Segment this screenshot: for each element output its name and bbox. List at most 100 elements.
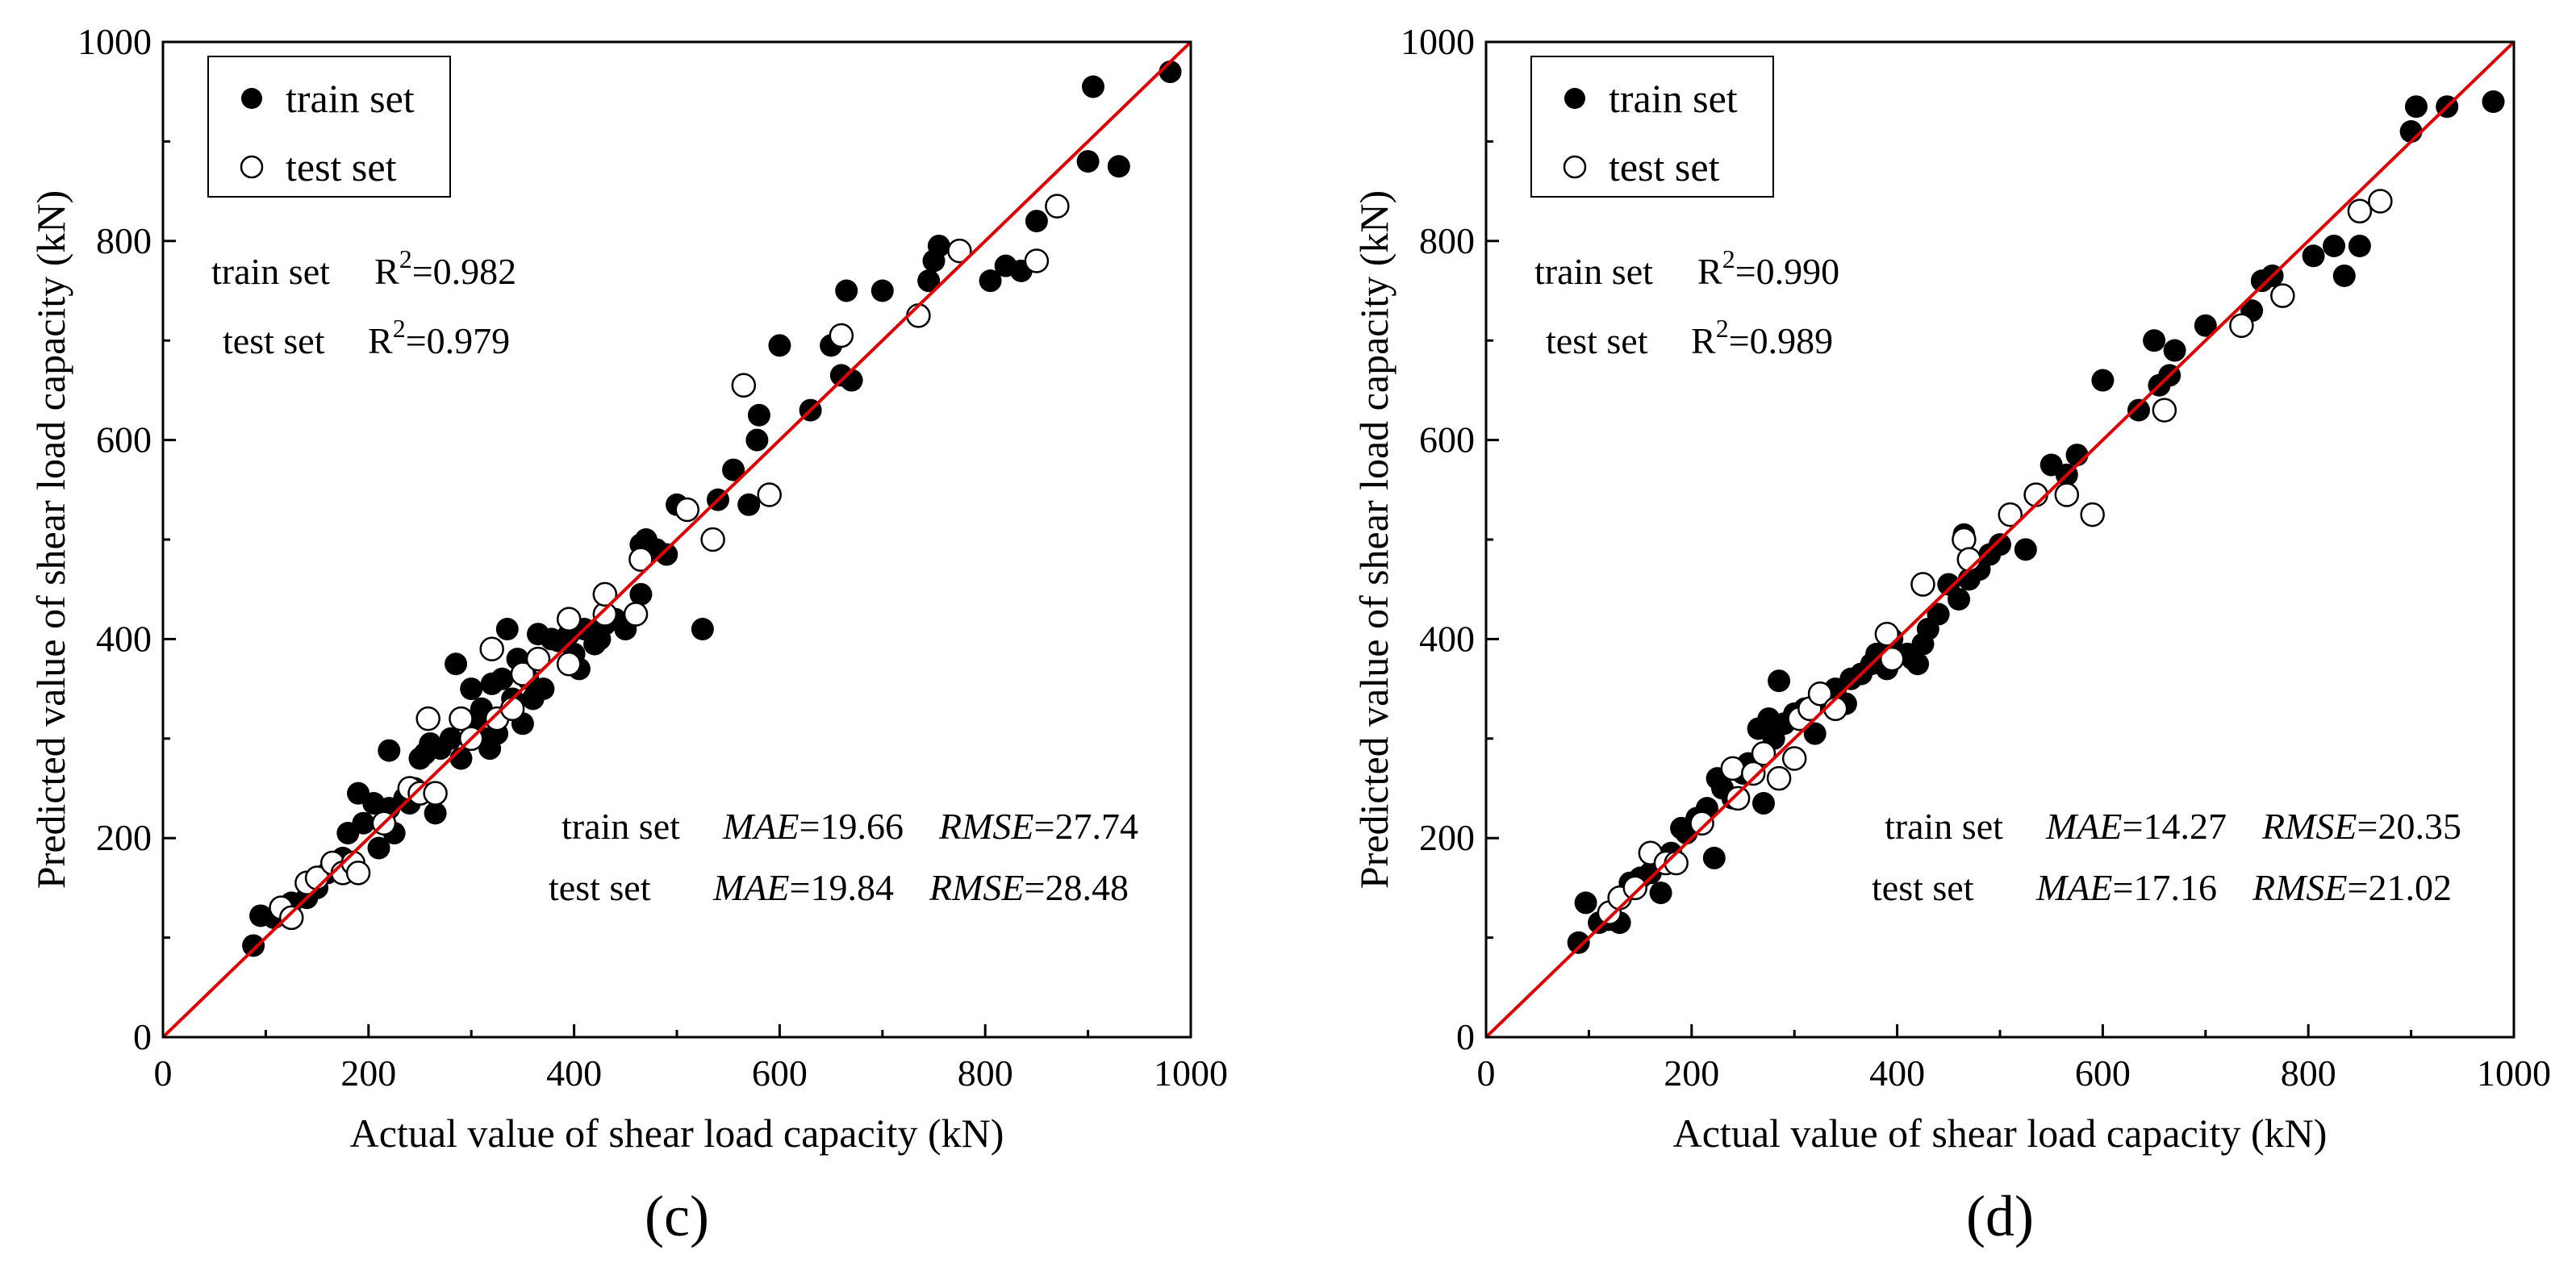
train-point <box>1927 602 1950 626</box>
train-point <box>1081 75 1104 98</box>
x-tick-label: 600 <box>752 1052 808 1094</box>
train-point <box>378 739 401 762</box>
test-point <box>1024 248 1050 273</box>
train-point <box>2014 538 2037 561</box>
train-point <box>927 234 950 257</box>
test-point <box>1998 502 2023 527</box>
chart-panel-c: 00 200 200 400 400 600 600 800 800 1000 1000 Predi… <box>28 21 1228 1248</box>
error-test-label: test set <box>1872 867 1974 908</box>
train-point <box>917 269 941 293</box>
train-point <box>2348 234 2371 257</box>
error-annotation: train set MAE=19.66 RMSE=27.74 test set … <box>549 806 1138 908</box>
error-test-label: test set <box>549 867 651 908</box>
y-tick-label: 1000 <box>77 21 152 62</box>
r2-test-value: R2=0.979 <box>368 314 510 361</box>
legend: train set test set <box>1530 56 1774 198</box>
test-point <box>829 323 854 348</box>
test-point <box>1740 761 1766 786</box>
y-tick-label: 0 <box>1456 1016 1475 1057</box>
x-tick-label: 400 <box>1869 1052 1925 1094</box>
test-point <box>1622 875 1647 901</box>
test-point <box>1725 786 1751 811</box>
test-point <box>757 482 782 507</box>
test-point <box>345 861 371 886</box>
test-point <box>2080 502 2105 527</box>
test-point <box>556 652 582 677</box>
test-point <box>525 646 551 672</box>
panel-label: (c) <box>645 1184 709 1248</box>
train-point <box>1702 846 1726 869</box>
test-point <box>623 602 649 627</box>
train-point <box>1076 150 1100 173</box>
chart-panel-d: 00 200 200 400 400 600 600 800 800 1000 1000 Predi… <box>1351 21 2551 1248</box>
legend-test-marker <box>240 155 264 179</box>
test-point <box>1952 527 1977 552</box>
x-tick-label: 0 <box>1477 1052 1496 1094</box>
x-tick-label: 800 <box>2281 1052 2336 1094</box>
train-point <box>2302 244 2325 268</box>
r2-test-value: R2=0.989 <box>1691 314 1833 361</box>
y-tick-label: 200 <box>1419 817 1475 858</box>
x-tick-label: 200 <box>340 1052 396 1094</box>
r2-train-value: R2=0.990 <box>1697 244 1839 292</box>
test-point <box>2152 398 2177 423</box>
test-point <box>423 781 448 806</box>
legend-train-label: train set <box>1609 76 1738 121</box>
train-point <box>2482 90 2505 114</box>
test-point <box>628 547 653 572</box>
legend-train-label: train set <box>286 76 415 121</box>
error-train-rmse: RMSE=20.35 <box>2261 806 2461 847</box>
r2-annotation: train set R2=0.982 test set R2=0.979 <box>211 244 516 361</box>
error-test-rmse: RMSE=21.02 <box>2252 867 2452 908</box>
test-point <box>510 661 536 686</box>
train-point <box>491 667 514 690</box>
test-points <box>1597 189 2393 925</box>
test-point <box>449 706 474 731</box>
test-point <box>279 905 304 931</box>
test-point <box>415 706 440 731</box>
r2-train-label: train set <box>1534 251 1653 292</box>
test-point <box>1879 646 1905 672</box>
error-train-rmse: RMSE=27.74 <box>938 806 1138 847</box>
test-point <box>2229 313 2254 338</box>
test-point <box>674 497 699 523</box>
train-point <box>445 652 468 676</box>
y-tick-label: 600 <box>96 419 152 461</box>
train-point <box>979 269 1002 293</box>
x-tick-label: 400 <box>546 1052 602 1094</box>
error-train-mae: MAE=19.66 <box>722 806 904 847</box>
r2-train-value: R2=0.982 <box>374 244 516 292</box>
axis-ticks: 00 200 200 400 400 600 600 800 800 1000 1000 <box>1401 21 2551 1094</box>
train-point <box>722 458 745 481</box>
x-tick-label: 600 <box>2075 1052 2131 1094</box>
test-points <box>269 194 1070 931</box>
test-point <box>2368 189 2393 214</box>
reference-line-y-equals-x <box>1484 40 2515 1039</box>
error-test-mae: MAE=17.16 <box>2035 867 2217 908</box>
legend-test-label: test set <box>286 144 397 190</box>
y-axis-label: Predicted value of shear load capacity (… <box>28 190 73 889</box>
train-point <box>1751 792 1775 815</box>
test-point <box>2054 482 2080 507</box>
test-point <box>1807 681 1833 706</box>
error-test-mae: MAE=19.84 <box>712 867 894 908</box>
y-axis-label: Predicted value of shear load capacity (… <box>1351 190 1397 889</box>
train-point <box>629 582 653 606</box>
train-point <box>1649 881 1672 905</box>
legend-box <box>1530 56 1774 198</box>
x-tick-label: 1000 <box>2477 1052 2551 1094</box>
train-point <box>1989 533 2011 556</box>
legend: train set test set <box>207 56 451 198</box>
train-point <box>2323 234 2346 257</box>
test-point <box>1720 756 1746 781</box>
test-point <box>1045 194 1070 219</box>
train-point <box>2163 339 2186 362</box>
train-point <box>352 811 375 835</box>
x-axis-label: Actual value of shear load capacity (kN) <box>350 1111 1004 1156</box>
train-point <box>655 543 678 566</box>
test-point <box>2270 283 2295 308</box>
train-point <box>1803 722 1827 745</box>
test-point <box>1781 746 1807 771</box>
train-point <box>691 618 714 641</box>
